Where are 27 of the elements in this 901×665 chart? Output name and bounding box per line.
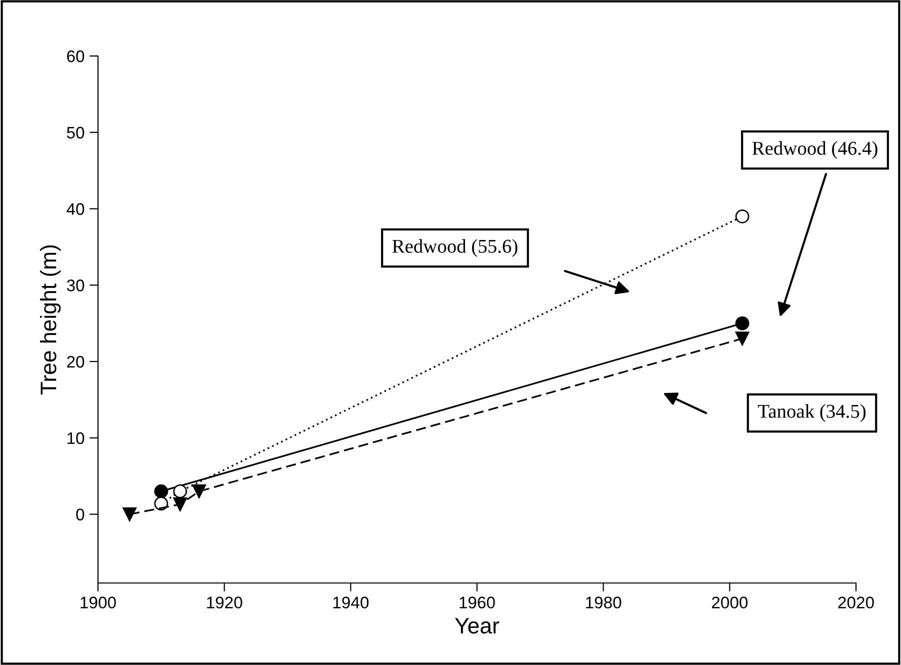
y-tick-label: 30 [66,280,84,292]
x-tick-label: 1940 [333,596,369,608]
x-tick-label: 2020 [838,596,874,608]
point [735,332,750,346]
y-axis-title: Tree height (m) [40,245,61,395]
y-tick-label: 50 [66,126,84,139]
y-tick-label: 60 [67,50,84,62]
point [122,507,137,522]
annotation: Redwood (46.4) [752,141,878,159]
x-tick-label: 1920 [207,596,242,608]
x-tick-label: 1980 [586,596,622,608]
point [735,316,750,330]
point [173,497,188,512]
annotation: Tanoak (34.5) [758,404,866,422]
y-tick-label: 10 [68,432,84,444]
x-tick-label: 1960 [460,596,495,608]
x-tick-label: 1900 [80,596,116,608]
y-tick-label: 20 [67,356,84,368]
point [735,209,750,224]
x-axis-title: Year [455,618,500,634]
point [173,484,188,498]
point [154,484,168,498]
point [192,484,206,498]
x-tick-label: 2000 [712,596,748,608]
y-tick-label: 40 [66,203,84,215]
annotation: Redwood (55.6) [392,239,518,257]
y-tick-label: 0 [76,508,84,520]
